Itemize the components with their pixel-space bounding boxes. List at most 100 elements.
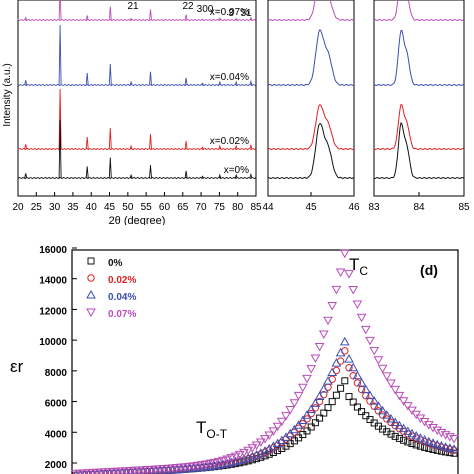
- marker-triangle-up: [260, 446, 270, 455]
- marker-circle: [353, 379, 362, 387]
- marker-square: [227, 460, 235, 468]
- marker-square: [345, 393, 353, 401]
- marker-square: [328, 398, 336, 406]
- xrd-x-tick-label: 50: [122, 202, 134, 213]
- marker-triangle-down: [436, 428, 447, 438]
- marker-square: [337, 384, 345, 392]
- xrd-figure: 20 25 30 35 40 45 50 55 60 65 70 75 80 85 x=0.07% x=0.0…: [2, 0, 470, 225]
- dielectric-y-tick-label: 14000: [39, 276, 67, 287]
- marker-square: [374, 422, 382, 430]
- marker-square: [248, 456, 256, 464]
- marker-square: [160, 467, 168, 474]
- marker-triangle-down: [201, 460, 212, 469]
- marker-triangle-up: [381, 410, 392, 419]
- marker-circle: [110, 469, 118, 474]
- marker-triangle-up: [373, 401, 384, 410]
- marker-triangle-down: [310, 354, 321, 364]
- marker-square: [299, 431, 307, 439]
- marker-square: [244, 457, 252, 465]
- zoom-series-line: [373, 104, 465, 151]
- xrd-x-axis-label: 2θ (degree): [109, 215, 166, 225]
- marker-triangle-down: [150, 465, 161, 474]
- marker-triangle-up: [222, 458, 233, 468]
- marker-triangle-down: [87, 468, 98, 474]
- marker-triangle-down: [331, 285, 342, 295]
- marker-triangle-down: [281, 412, 291, 421]
- marker-triangle-down: [96, 468, 107, 474]
- marker-triangle-down: [402, 402, 413, 411]
- marker-triangle-down: [239, 448, 249, 458]
- marker-triangle-down: [264, 431, 275, 440]
- marker-circle: [383, 415, 391, 423]
- dielectric-y-tick-label: 2000: [45, 460, 68, 471]
- marker-triangle-up: [415, 433, 426, 442]
- marker-triangle-up: [167, 465, 178, 474]
- marker-triangle-up: [310, 398, 321, 407]
- marker-triangle-up: [139, 466, 148, 474]
- marker-square: [442, 448, 450, 456]
- marker-circle: [223, 460, 231, 468]
- marker-triangle-down: [167, 464, 178, 473]
- marker-triangle-up: [327, 367, 338, 376]
- marker-triangle-down: [92, 468, 102, 474]
- marker-square: [122, 469, 130, 474]
- marker-triangle-down: [419, 417, 430, 427]
- marker-square: [152, 467, 160, 474]
- marker-triangle-down: [100, 468, 111, 474]
- marker-circle: [311, 404, 320, 412]
- dielectric-series: [72, 347, 458, 474]
- marker-triangle-down: [125, 466, 136, 474]
- marker-square: [215, 462, 223, 470]
- marker-triangle-down: [260, 435, 270, 444]
- marker-triangle-down: [218, 456, 228, 466]
- zoom-x-tick-label: 84: [413, 202, 425, 213]
- xrd-series-line: [17, 88, 256, 151]
- marker-circle: [412, 434, 420, 442]
- marker-circle: [328, 375, 336, 383]
- marker-triangle-down: [117, 467, 128, 474]
- marker-circle: [425, 439, 433, 447]
- marker-circle: [152, 467, 160, 474]
- marker-circle: [240, 456, 248, 464]
- marker-square: [265, 450, 273, 458]
- marker-circle: [286, 432, 294, 440]
- marker-square: [307, 423, 315, 431]
- marker-circle: [168, 466, 177, 474]
- marker-square: [362, 412, 370, 420]
- marker-circle: [374, 407, 383, 415]
- marker-square: [110, 469, 118, 474]
- marker-triangle-down: [306, 365, 317, 374]
- xrd-peak-label: 21: [127, 1, 139, 12]
- marker-circle: [332, 366, 341, 375]
- marker-circle: [345, 364, 353, 372]
- marker-triangle-down: [360, 325, 371, 335]
- zoom-x-tick-label: 45: [305, 202, 317, 213]
- marker-square: [332, 391, 340, 399]
- marker-circle: [160, 466, 168, 474]
- marker-triangle-up: [159, 465, 169, 474]
- marker-circle: [210, 462, 219, 470]
- marker-square: [118, 469, 126, 474]
- marker-triangle-up: [339, 336, 350, 346]
- xrd-peak-label: 300: [197, 4, 214, 15]
- marker-circle: [315, 397, 324, 406]
- marker-circle: [143, 467, 152, 474]
- marker-triangle-up: [411, 431, 422, 440]
- marker-triangle-down: [192, 461, 203, 471]
- annotation-tot: TO-T: [196, 418, 228, 441]
- marker-triangle-down: [348, 285, 359, 295]
- marker-triangle-up: [176, 464, 186, 473]
- marker-triangle-down: [213, 457, 224, 467]
- marker-square: [131, 468, 139, 474]
- marker-triangle-up: [147, 466, 156, 474]
- marker-circle: [416, 436, 425, 444]
- panel-label-d: (d): [420, 262, 438, 278]
- marker-square: [433, 446, 441, 454]
- marker-circle: [282, 435, 290, 444]
- marker-triangle-up: [331, 358, 342, 367]
- dielectric-series: [73, 336, 459, 474]
- legend-label: 0.07%: [108, 309, 136, 320]
- marker-square: [295, 434, 303, 442]
- marker-triangle-up: [184, 463, 195, 473]
- xrd-x-tick-label: 25: [31, 202, 43, 213]
